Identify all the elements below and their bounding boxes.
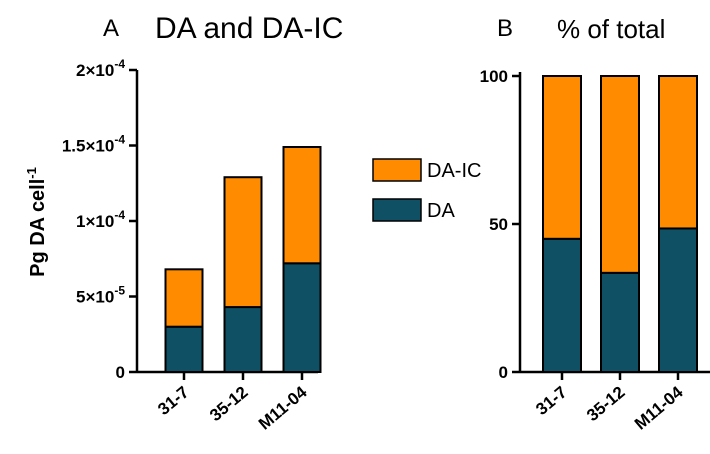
legend-swatch-da-ic <box>372 158 422 182</box>
y-tick-label: 2×10-4 <box>76 57 125 80</box>
legend-label-da-ic: DA-IC <box>427 160 481 182</box>
bar-da-35-12 <box>600 271 640 373</box>
y-tick-label: 100 <box>480 67 508 86</box>
bar-da-ic-31-7 <box>164 268 204 328</box>
y-tick-label: 0 <box>116 363 125 382</box>
bar-da-ic-35-12 <box>600 75 640 274</box>
bar-da-m11-04 <box>282 262 322 373</box>
legend-swatch-da <box>372 198 422 222</box>
bar-da-31-7 <box>164 325 204 374</box>
x-category-label: M11-04 <box>631 382 687 433</box>
bar-da-ic-31-7 <box>542 75 582 240</box>
bar-da-m11-04 <box>658 227 698 373</box>
bar-da-ic-m11-04 <box>282 146 322 265</box>
bar-da-31-7 <box>542 237 582 373</box>
x-category-label: 31-7 <box>532 383 570 419</box>
x-category-label: 35-12 <box>583 383 629 426</box>
y-tick-label: 1×10-4 <box>76 208 125 231</box>
panel-b-letter: B <box>497 15 513 42</box>
x-category-label: M11-04 <box>255 382 311 433</box>
panel-a-letter: A <box>103 15 119 42</box>
panel-a-ylabel: Pg DA cell-1 <box>24 167 49 277</box>
bar-da-35-12 <box>223 306 263 374</box>
x-category-label: 31-7 <box>154 383 192 419</box>
panel-a-title: DA and DA-IC <box>155 12 343 45</box>
legend-label-da: DA <box>427 200 455 222</box>
y-tick-label: 50 <box>489 215 508 234</box>
x-category-label: 35-12 <box>206 383 252 426</box>
panel-b-title: % of total <box>557 14 665 44</box>
bar-da-ic-35-12 <box>223 176 263 309</box>
bar-da-ic-m11-04 <box>658 75 698 230</box>
y-tick-label: 0 <box>499 363 508 382</box>
y-tick-label: 1.5×10-4 <box>62 133 125 156</box>
y-tick-label: 5×10-5 <box>76 284 125 307</box>
